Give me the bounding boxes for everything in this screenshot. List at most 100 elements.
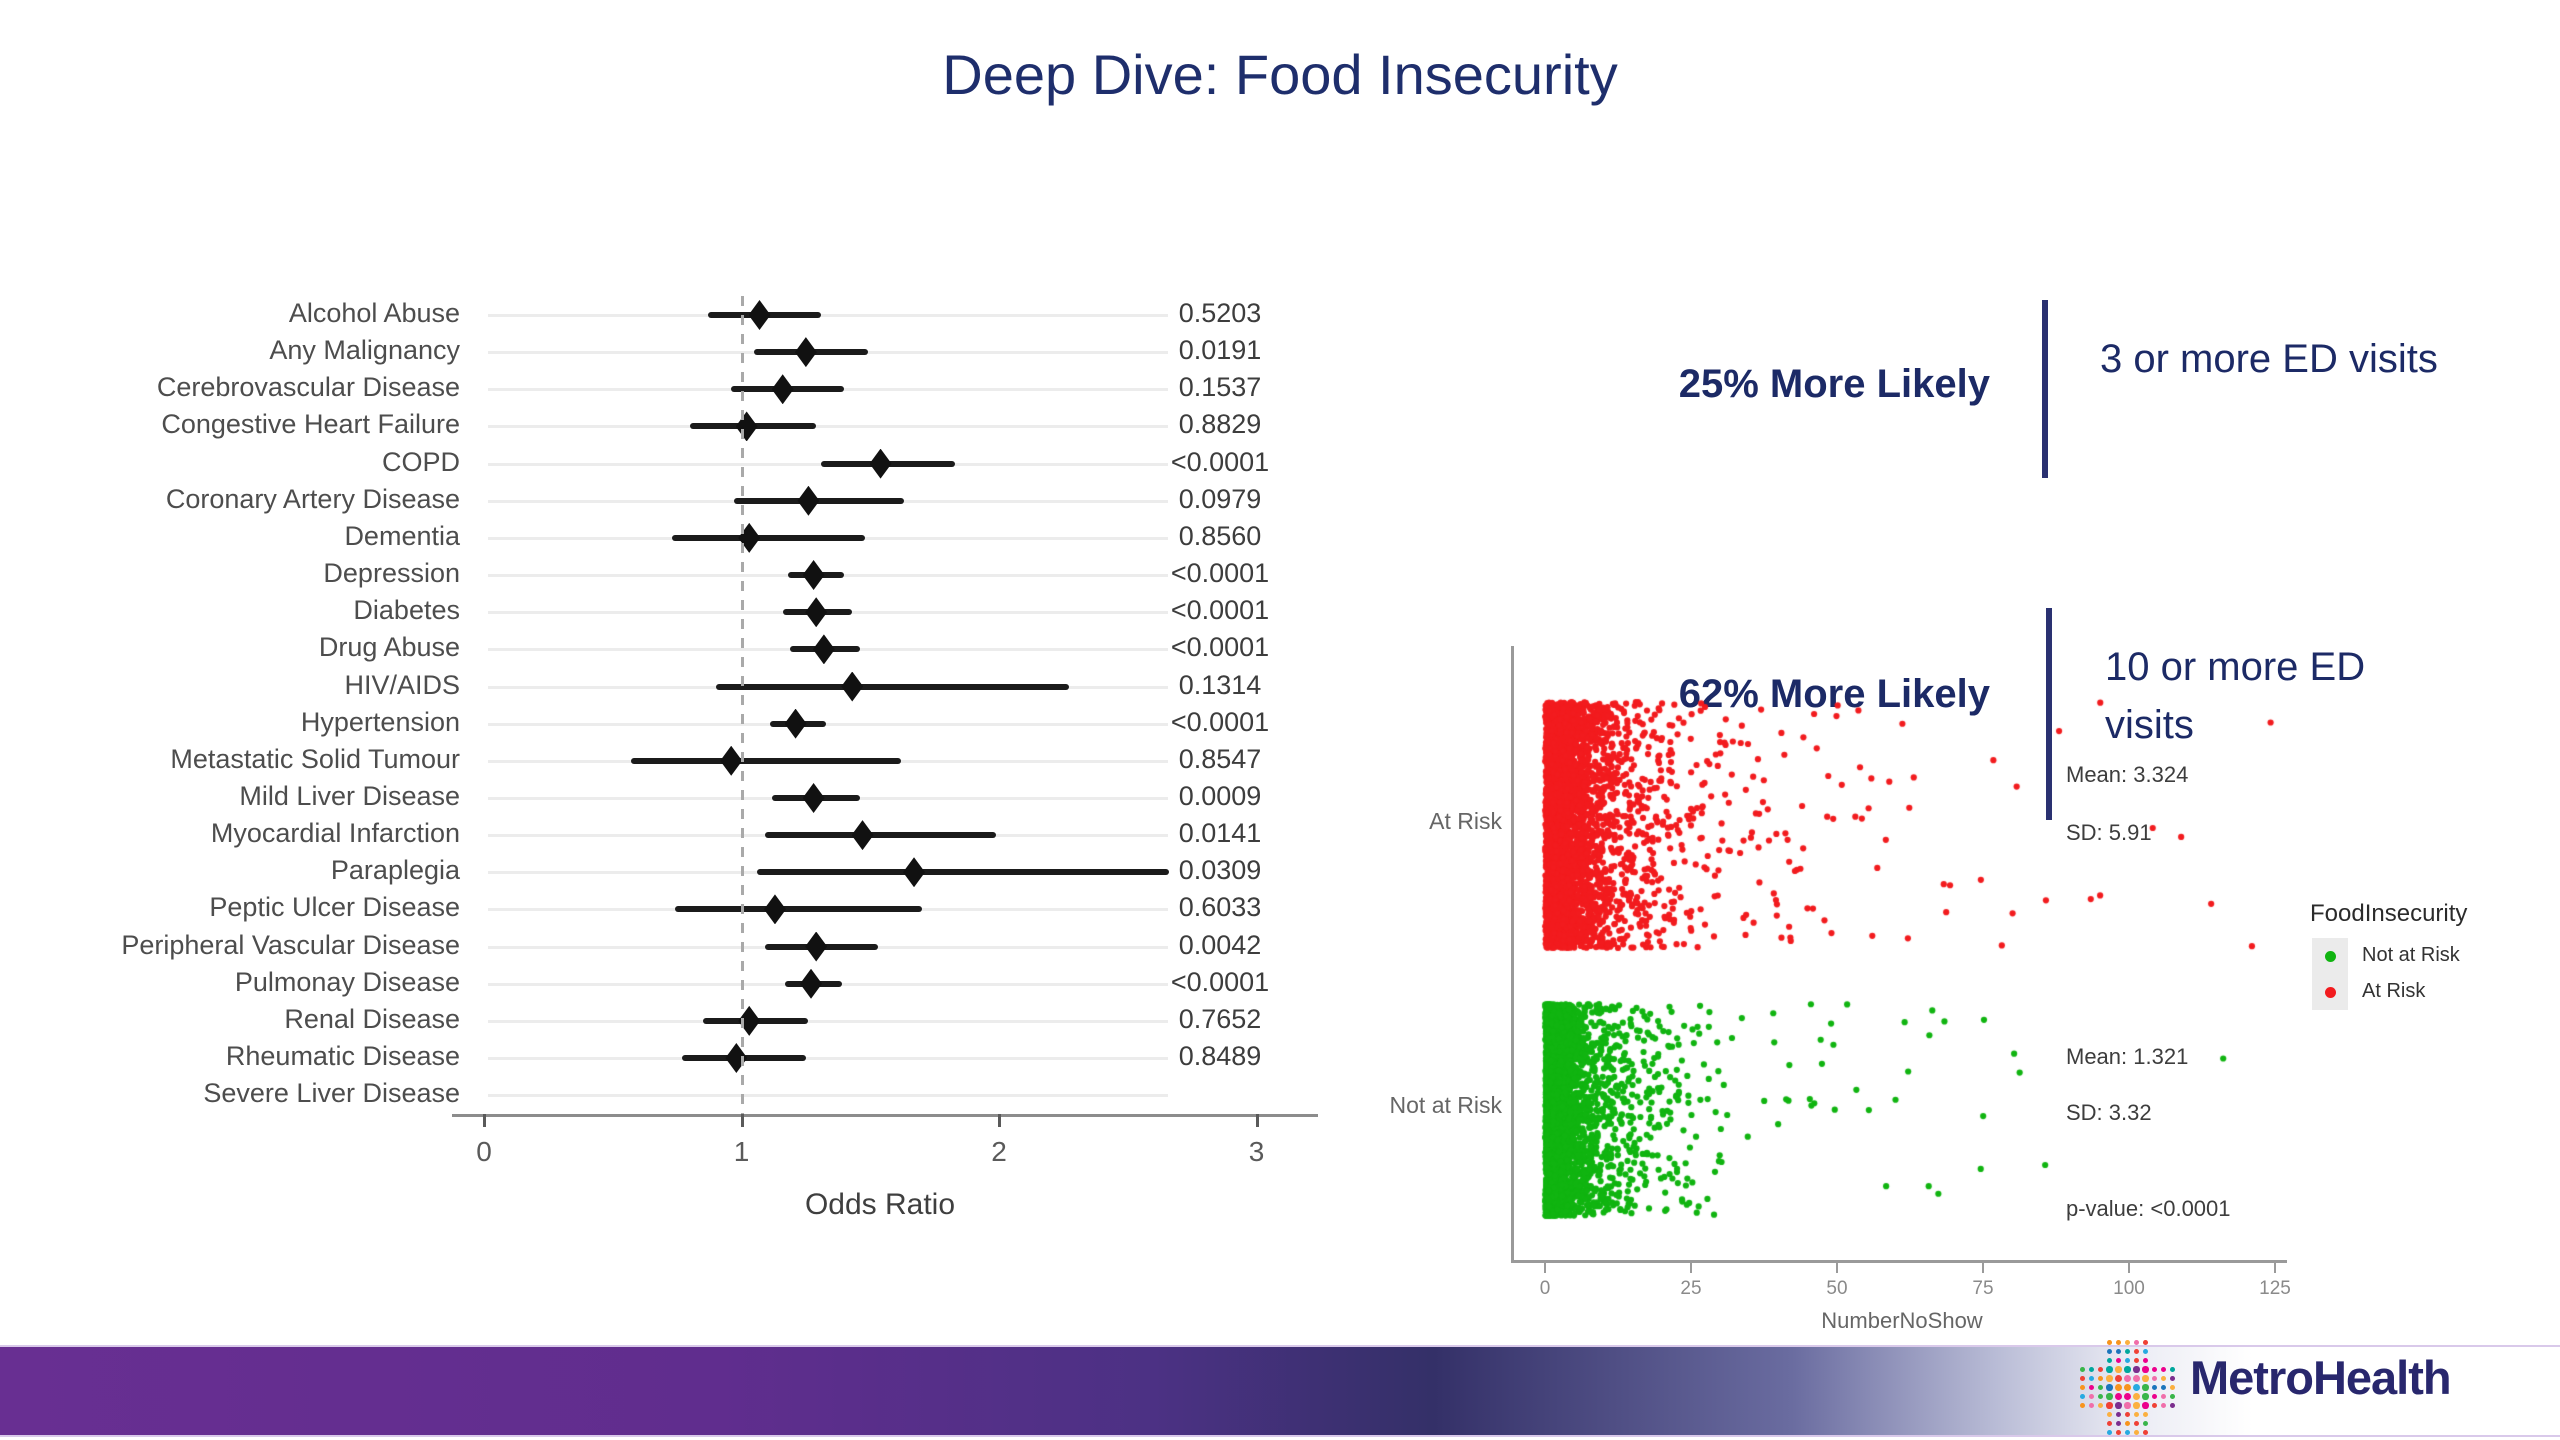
logo-cross-dot bbox=[2106, 1366, 2113, 1373]
forest-point-diamond bbox=[851, 820, 874, 851]
forest-ci-line bbox=[630, 757, 902, 764]
forest-reference-line bbox=[740, 296, 744, 1114]
logo-cross-dot bbox=[2124, 1411, 2131, 1418]
logo-cross-dot bbox=[2106, 1375, 2113, 1382]
forest-x-tick bbox=[483, 1114, 486, 1127]
logo-cross-dot bbox=[2080, 1367, 2085, 1372]
forest-row-label: Alcohol Abuse bbox=[288, 298, 460, 328]
logo-cross-dot bbox=[2142, 1384, 2149, 1391]
logo-cross-dot bbox=[2107, 1340, 2112, 1345]
forest-point-diamond bbox=[869, 448, 892, 479]
forest-point-diamond bbox=[812, 634, 835, 665]
scatter-x-tick-label: 100 bbox=[2113, 1278, 2145, 1299]
logo-cross-dot bbox=[2133, 1375, 2140, 1382]
logo-cross-dot bbox=[2115, 1375, 2122, 1382]
logo-cross-dot bbox=[2088, 1402, 2095, 1409]
scatter-x-tick bbox=[1836, 1263, 1838, 1273]
logo-cross-dot bbox=[2125, 1430, 2130, 1435]
scatter-points-canvas bbox=[1513, 648, 2313, 1268]
logo-cross-dot bbox=[2170, 1376, 2175, 1381]
forest-p-value: <0.0001 bbox=[1170, 632, 1270, 663]
logo-cross-dot bbox=[2115, 1348, 2122, 1355]
scatter-legend-label: Not at Risk bbox=[2362, 944, 2460, 966]
metrohealth-logo: MetroHealth bbox=[2078, 1338, 2548, 1438]
logo-cross-dot bbox=[2134, 1340, 2139, 1345]
forest-x-tick bbox=[1255, 1114, 1259, 1127]
logo-cross-dot bbox=[2151, 1366, 2158, 1373]
forest-point-diamond bbox=[771, 374, 794, 405]
callout-divider bbox=[2042, 300, 2048, 478]
forest-row-label: COPD bbox=[381, 446, 460, 477]
forest-x-tick-label: 0 bbox=[476, 1136, 492, 1167]
logo-cross-dot bbox=[2142, 1357, 2149, 1364]
logo-cross-dot bbox=[2115, 1411, 2122, 1418]
logo-cross-dot bbox=[2124, 1393, 2131, 1400]
logo-cross-dot bbox=[2124, 1420, 2131, 1427]
logo-cross-dot bbox=[2115, 1393, 2122, 1400]
forest-row-label: Dementia bbox=[344, 520, 460, 551]
logo-cross-dot bbox=[2124, 1348, 2131, 1355]
forest-point-diamond bbox=[794, 337, 817, 368]
scatter-x-tick bbox=[1690, 1263, 1692, 1273]
logo-cross-dot bbox=[2143, 1340, 2148, 1345]
logo-cross-dot bbox=[2115, 1357, 2122, 1364]
forest-point-diamond bbox=[802, 782, 825, 813]
logo-cross-dot bbox=[2133, 1402, 2140, 1409]
forest-p-value: <0.0001 bbox=[1170, 558, 1270, 589]
logo-cross-dot bbox=[2106, 1420, 2113, 1427]
forest-p-value: <0.0001 bbox=[1170, 446, 1270, 477]
forest-point-diamond bbox=[738, 1005, 761, 1036]
logo-cross-dot bbox=[2134, 1430, 2139, 1435]
logo-cross-dot bbox=[2160, 1393, 2167, 1400]
legend-dot-icon bbox=[2325, 987, 2336, 998]
logo-cross-dot bbox=[2088, 1375, 2095, 1382]
forest-row-label: Peripheral Vascular Disease bbox=[121, 929, 460, 960]
forest-ci-line bbox=[756, 869, 1169, 876]
logo-cross-dot bbox=[2115, 1384, 2122, 1391]
scatter-x-tick-label: 25 bbox=[1680, 1278, 1702, 1299]
scatter-x-tick bbox=[1982, 1263, 1984, 1273]
scatter-annotation: SD: 3.32 bbox=[2066, 1100, 2152, 1125]
logo-cross-dot bbox=[2124, 1375, 2131, 1382]
forest-p-value: 0.7652 bbox=[1178, 1003, 1262, 1034]
forest-point-diamond bbox=[720, 745, 743, 776]
scatter-x-tick-label: 50 bbox=[1826, 1278, 1848, 1299]
logo-cross-dot bbox=[2143, 1430, 2148, 1435]
forest-row-label: Rheumatic Disease bbox=[225, 1041, 460, 1071]
callout-25-desc: 3 or more ED visits bbox=[2100, 337, 2438, 381]
logo-cross-dot bbox=[2133, 1420, 2140, 1427]
forest-x-tick-label: 3 bbox=[1248, 1136, 1265, 1167]
scatter-legend-title: FoodInsecurity bbox=[2310, 900, 2468, 927]
logo-cross-dot bbox=[2124, 1366, 2131, 1373]
forest-p-value: 0.6033 bbox=[1178, 892, 1262, 923]
logo-cross-dot bbox=[2106, 1402, 2113, 1409]
logo-cross-dot bbox=[2115, 1402, 2122, 1409]
scatter-plot-chart: 0 25 50 75 100 125 NumberNoShow At Risk Not at R… bbox=[1390, 646, 2468, 1333]
forest-x-tick-label: 1 bbox=[733, 1136, 750, 1167]
logo-cross-dot bbox=[2160, 1384, 2167, 1391]
forest-row-label: Myocardial Infarction bbox=[210, 818, 460, 849]
logo-cross-dot bbox=[2170, 1403, 2175, 1408]
logo-cross-dot bbox=[2125, 1340, 2130, 1345]
forest-x-tick bbox=[998, 1114, 1001, 1127]
logo-cross-dot bbox=[2124, 1402, 2131, 1409]
forest-p-value: 0.0191 bbox=[1178, 335, 1262, 366]
logo-cross-dot bbox=[2133, 1384, 2140, 1391]
scatter-y-axis bbox=[1511, 646, 1514, 1263]
forest-row-label: Severe Liver Disease bbox=[203, 1078, 460, 1109]
forest-row-label: HIV/AIDS bbox=[344, 669, 460, 700]
forest-p-value: 0.1537 bbox=[1178, 372, 1262, 403]
forest-p-value: <0.0001 bbox=[1170, 706, 1270, 737]
forest-p-value: 0.8560 bbox=[1178, 520, 1262, 551]
logo-cross-dot bbox=[2133, 1357, 2140, 1364]
forest-plot-chart: Alcohol Abuse 0.5203 Any Malignancy 0.0191 C… bbox=[0, 0, 1400, 1300]
forest-x-axis-title: Odds Ratio bbox=[804, 1188, 956, 1221]
forest-x-tick-label: 2 bbox=[991, 1136, 1007, 1167]
logo-cross-dot bbox=[2088, 1366, 2095, 1373]
logo-cross-dot bbox=[2097, 1393, 2104, 1400]
callout-25-stat: 25% More Likely bbox=[1678, 362, 1990, 406]
logo-cross-dot bbox=[2142, 1411, 2149, 1418]
forest-point-diamond bbox=[805, 597, 828, 628]
page-title: Deep Dive: Food Insecurity bbox=[942, 43, 1618, 106]
